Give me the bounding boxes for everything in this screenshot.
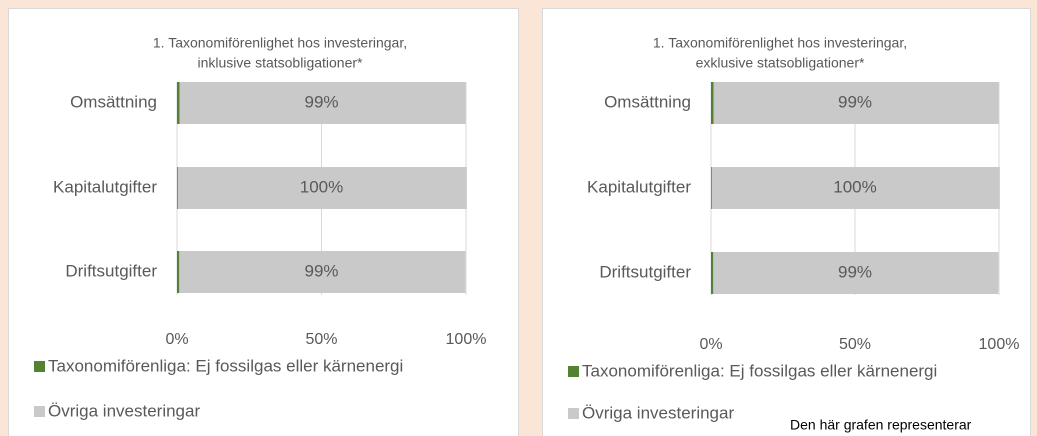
bar-segment: [711, 167, 1000, 209]
bar-segment: [177, 167, 467, 209]
x-tick-label: 50%: [839, 336, 871, 353]
data-label: 99%: [304, 261, 338, 280]
bar-segment: [711, 167, 712, 209]
legend-label: Övriga investeringar: [48, 401, 200, 420]
legend-swatch: [34, 361, 45, 372]
y-tick-label: Kapitalutgifter: [587, 177, 691, 196]
legend-label: Taxonomiförenliga: Ej fossilgas eller kä…: [48, 356, 403, 375]
bar-segment: [179, 251, 466, 293]
chart-title: inklusive statsobligationer*: [198, 55, 364, 71]
x-tick-label: 0%: [699, 336, 722, 353]
x-tick-label: 100%: [446, 331, 487, 348]
bar-segment: [711, 252, 714, 294]
data-label: 99%: [304, 92, 338, 111]
bar-segment: [177, 82, 180, 124]
panel: [8, 8, 519, 436]
x-tick-label: 50%: [305, 331, 337, 348]
chart-title: exklusive statsobligationer*: [696, 55, 865, 71]
x-tick-label: 100%: [979, 336, 1020, 353]
bar-segment: [711, 82, 714, 124]
bar-segment: [177, 251, 180, 293]
legend-swatch: [568, 366, 579, 377]
legend-label: Övriga investeringar: [582, 403, 734, 422]
panel: [542, 8, 1031, 436]
y-tick-label: Omsättning: [604, 92, 691, 111]
x-tick-label: 0%: [165, 331, 188, 348]
data-label: 99%: [838, 262, 872, 281]
y-tick-label: Omsättning: [70, 92, 157, 111]
bar-segment: [177, 167, 178, 209]
y-tick-label: Driftsutgifter: [599, 262, 691, 281]
chart-title: 1. Taxonomiförenlighet hos investeringar…: [653, 35, 907, 51]
legend-label: Taxonomiförenliga: Ej fossilgas eller kä…: [582, 361, 937, 380]
data-label: 99%: [838, 92, 872, 111]
bar-segment: [713, 82, 999, 124]
data-label: 100%: [833, 177, 876, 196]
legend-swatch: [34, 406, 45, 417]
chart-title: 1. Taxonomiförenlighet hos investeringar…: [153, 35, 407, 51]
annotation: Den här grafen representerar: [790, 417, 972, 433]
y-tick-label: Driftsutgifter: [65, 261, 157, 280]
data-label: 100%: [300, 177, 343, 196]
legend-swatch: [568, 408, 579, 419]
y-tick-label: Kapitalutgifter: [53, 177, 157, 196]
bar-segment: [713, 252, 999, 294]
bar-segment: [179, 82, 466, 124]
